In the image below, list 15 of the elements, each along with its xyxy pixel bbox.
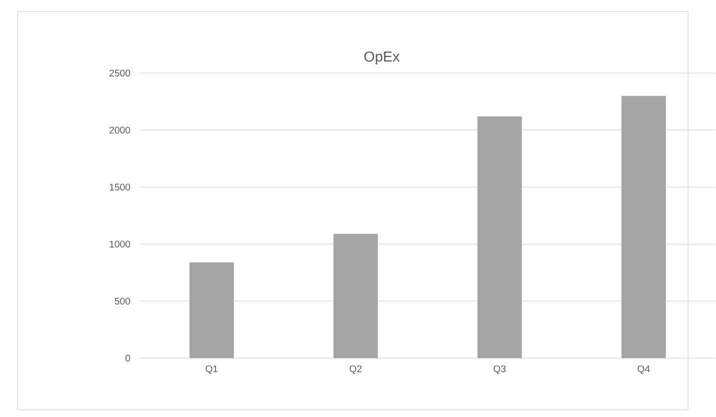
chart-title: OpEx xyxy=(364,51,400,64)
bar xyxy=(333,234,378,358)
bar xyxy=(189,262,234,358)
y-tick-label: 1000 xyxy=(110,240,130,248)
bar xyxy=(621,96,666,358)
y-tick-label: 1500 xyxy=(110,183,130,190)
y-tick-label: 2000 xyxy=(110,126,130,134)
x-tick-label: Q1 xyxy=(206,365,218,374)
y-tick-label: 500 xyxy=(114,298,130,304)
y-tick-label: 0 xyxy=(125,354,130,362)
y-tick-label: 2500 xyxy=(110,69,130,76)
bar xyxy=(477,116,522,358)
x-tick-label: Q4 xyxy=(638,365,650,374)
x-tick-label: Q2 xyxy=(350,365,362,374)
x-tick-label: Q3 xyxy=(494,365,506,374)
